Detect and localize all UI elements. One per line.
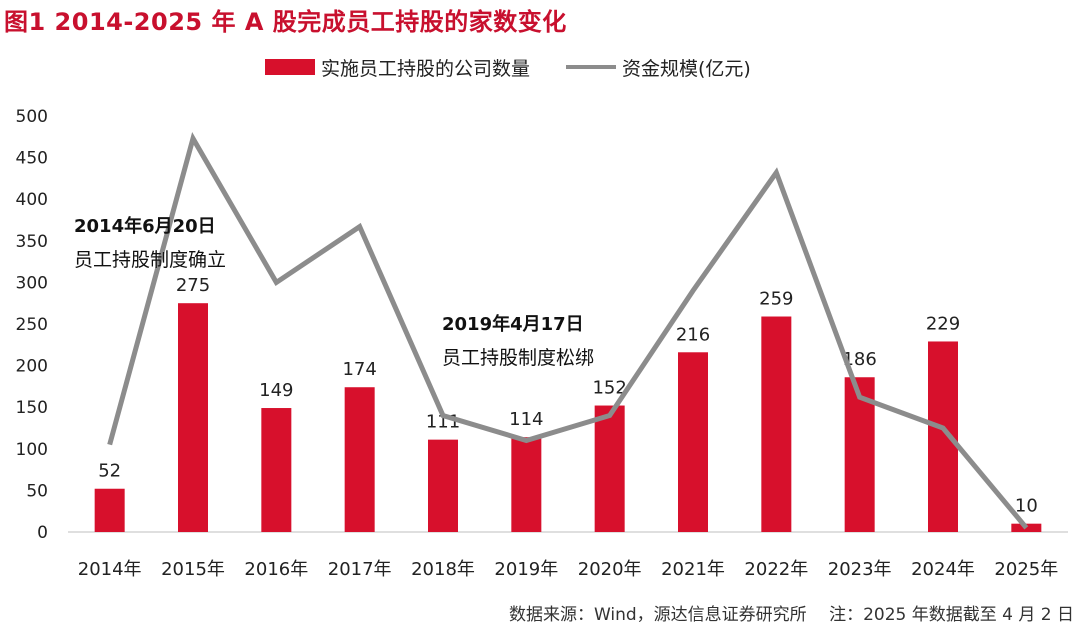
y-tick-label: 400 xyxy=(16,190,48,210)
y-tick-label: 500 xyxy=(16,107,48,127)
annotation-date: 2014年6月20日 xyxy=(74,215,216,237)
y-tick-label: 450 xyxy=(16,149,48,169)
line-series-capital xyxy=(107,132,1029,530)
bar-value-label: 275 xyxy=(176,275,210,296)
bar xyxy=(511,437,542,532)
annotation-text: 员工持股制度确立 xyxy=(74,249,226,271)
bar-value-label: 186 xyxy=(842,349,876,370)
x-tick-label: 2015年 xyxy=(161,559,225,580)
y-tick-label: 50 xyxy=(26,481,48,501)
x-tick-label: 2023年 xyxy=(828,559,892,580)
bar-value-label: 259 xyxy=(759,289,793,310)
x-tick-label: 2018年 xyxy=(411,559,475,580)
legend-swatch-bar xyxy=(265,59,315,75)
chart-legend: 实施员工持股的公司数量 资金规模(亿元) xyxy=(265,52,751,82)
bar-value-label: 216 xyxy=(676,324,710,345)
y-tick-label: 300 xyxy=(16,273,48,293)
y-tick-label: 250 xyxy=(16,315,48,335)
annotation-text: 员工持股制度松绑 xyxy=(442,347,594,369)
bar xyxy=(761,316,792,532)
bar xyxy=(261,408,292,532)
y-tick-label: 100 xyxy=(16,440,48,460)
x-tick-label: 2021年 xyxy=(661,559,725,580)
x-tick-label: 2016年 xyxy=(244,559,308,580)
x-tick-label: 2017年 xyxy=(328,559,392,580)
y-tick-label: 150 xyxy=(16,398,48,418)
bar-value-label: 152 xyxy=(592,378,626,399)
x-tick-label: 2024年 xyxy=(911,559,975,580)
x-tick-label: 2020年 xyxy=(578,559,642,580)
bar-value-label: 149 xyxy=(259,380,293,401)
legend-label-bar: 实施员工持股的公司数量 xyxy=(321,57,531,80)
legend-label-line: 资金规模(亿元) xyxy=(622,57,751,80)
annotation-date: 2019年4月17日 xyxy=(442,313,584,335)
source-note: 数据来源：Wind，源达信息证券研究所 注：2025 年数据截至 4 月 2 日 xyxy=(508,605,1074,625)
bar-value-label: 114 xyxy=(509,409,543,430)
legend-swatch-line xyxy=(566,65,617,69)
bar-value-label: 229 xyxy=(926,313,960,334)
bar xyxy=(594,405,625,532)
y-tick-label: 350 xyxy=(16,232,48,252)
bar-value-label: 174 xyxy=(342,359,376,380)
bar xyxy=(428,439,458,532)
x-tick-label: 2014年 xyxy=(78,559,142,580)
x-tick-label: 2025年 xyxy=(994,559,1058,580)
bar-value-label: 52 xyxy=(98,461,121,482)
figure-title: 图1 2014-2025 年 A 股完成员工持股的家数变化 xyxy=(4,8,567,36)
bar xyxy=(678,352,708,532)
x-tick-label: 2022年 xyxy=(744,559,808,580)
bar-value-label: 10 xyxy=(1015,496,1038,517)
bar xyxy=(94,488,125,532)
bar xyxy=(344,387,375,532)
x-tick-label: 2019年 xyxy=(494,559,558,580)
bar xyxy=(178,303,208,532)
y-tick-label: 200 xyxy=(16,357,48,377)
y-tick-label: 0 xyxy=(37,523,48,543)
